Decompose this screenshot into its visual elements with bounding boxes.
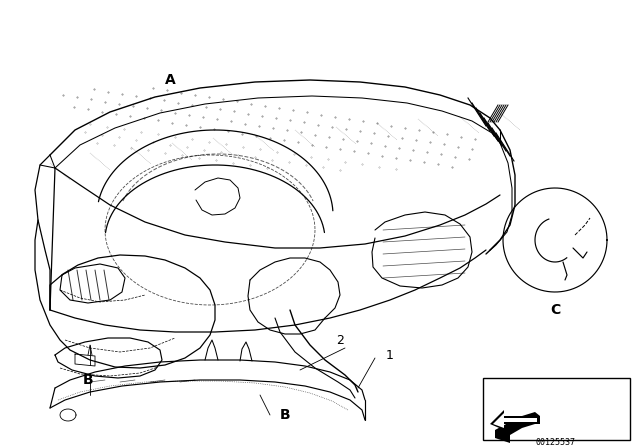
Text: B: B <box>280 408 291 422</box>
Text: B: B <box>83 373 93 387</box>
Polygon shape <box>490 410 540 430</box>
Polygon shape <box>495 412 540 443</box>
Polygon shape <box>493 413 537 428</box>
Text: 2: 2 <box>336 333 344 346</box>
Text: A: A <box>164 73 175 87</box>
Text: C: C <box>550 303 560 317</box>
Bar <box>483 378 630 440</box>
Text: 00125537: 00125537 <box>536 438 576 447</box>
Text: 1: 1 <box>386 349 394 362</box>
